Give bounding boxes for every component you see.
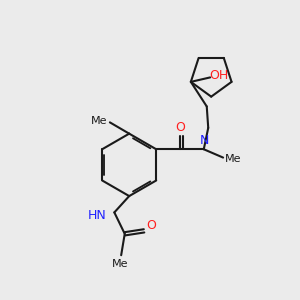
Text: Me: Me xyxy=(91,116,108,126)
Text: OH: OH xyxy=(209,69,228,82)
Text: N: N xyxy=(200,134,209,147)
Text: Me: Me xyxy=(111,259,128,269)
Text: O: O xyxy=(176,121,185,134)
Text: O: O xyxy=(146,219,156,232)
Text: HN: HN xyxy=(87,209,106,222)
Text: Me: Me xyxy=(225,154,242,164)
